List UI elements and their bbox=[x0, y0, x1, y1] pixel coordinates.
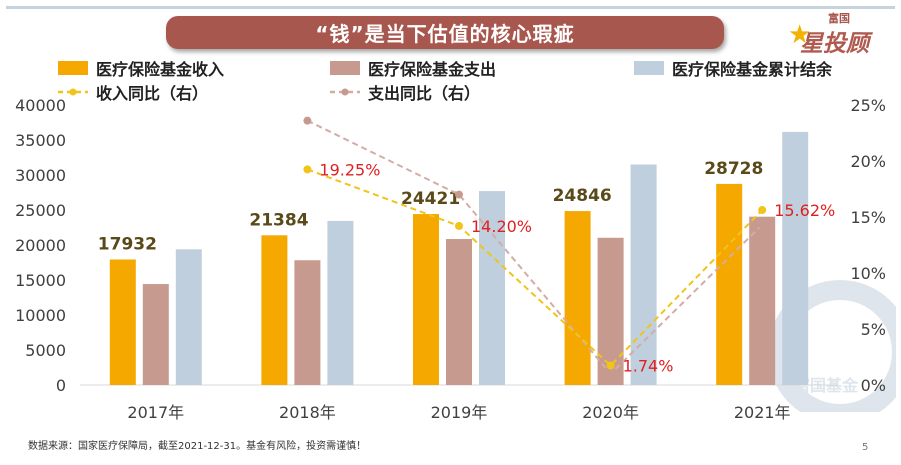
balance-bar bbox=[630, 164, 657, 385]
income-yoy-point bbox=[455, 221, 463, 230]
balance-bar bbox=[782, 131, 809, 385]
top-rule bbox=[6, 6, 895, 9]
logo-main-text: 星投顾 bbox=[800, 31, 869, 57]
x-tick-label: 2017年 bbox=[127, 403, 184, 422]
income-bar bbox=[109, 259, 136, 385]
title-bar: “钱”是当下估值的核心瑕疵 bbox=[166, 16, 724, 49]
page-title: “钱”是当下估值的核心瑕疵 bbox=[315, 22, 575, 46]
legend-label-expense: 医疗保险基金支出 bbox=[368, 60, 497, 79]
y-right-tick-label: 20% bbox=[850, 152, 886, 171]
y-left-tick-label: 25000 bbox=[15, 201, 66, 220]
income-yoy-data-label: 14.20% bbox=[471, 217, 532, 236]
balance-bar bbox=[175, 249, 202, 385]
legend-item-income: 医疗保险基金收入 bbox=[58, 56, 224, 80]
legend-item-balance: 医疗保险基金累计结余 bbox=[634, 56, 832, 80]
x-tick-label: 2020年 bbox=[582, 403, 639, 422]
income-yoy-point bbox=[303, 165, 312, 174]
y-left-tick-label: 40000 bbox=[15, 96, 66, 115]
expense-yoy-point bbox=[758, 220, 767, 229]
legend-item-income-yoy: 收入同比（右） bbox=[58, 80, 208, 104]
income-yoy-point bbox=[606, 361, 615, 370]
y-left-tick-label: 15000 bbox=[15, 271, 66, 290]
y-right-tick-label: 10% bbox=[850, 264, 886, 283]
y-left-tick-label: 20000 bbox=[15, 236, 66, 255]
income-yoy-point bbox=[758, 206, 767, 215]
income-yoy-data-label: 15.62% bbox=[774, 201, 835, 220]
legend-swatch-income bbox=[58, 61, 88, 75]
source-footnote: 数据来源：国家医疗保障局，截至2021-12-31。基金有风险，投资需谨慎！ bbox=[28, 441, 367, 452]
expense-bar bbox=[294, 260, 321, 385]
expense-yoy-point bbox=[455, 190, 463, 199]
expense-bar bbox=[597, 237, 624, 385]
brand-logo: ★ 富国 星投顾 bbox=[788, 8, 896, 57]
expense-yoy-point bbox=[303, 116, 312, 125]
x-tick-label: 2018年 bbox=[279, 403, 336, 422]
y-right-tick-label: 25% bbox=[850, 96, 886, 115]
y-left-tick-label: 0 bbox=[56, 376, 66, 395]
income-data-label: 24846 bbox=[553, 186, 612, 206]
x-tick-label: 2021年 bbox=[734, 403, 791, 422]
income-bar bbox=[716, 183, 743, 385]
income-yoy-data-label: 1.74% bbox=[623, 357, 674, 376]
logo-top-text: 富国 bbox=[828, 12, 850, 25]
legend-label-income: 医疗保险基金收入 bbox=[96, 60, 225, 79]
income-data-label: 17932 bbox=[98, 234, 157, 254]
x-tick-label: 2019年 bbox=[431, 403, 488, 422]
income-data-label: 28728 bbox=[704, 159, 763, 179]
y-left-tick-label: 10000 bbox=[15, 306, 66, 325]
expense-yoy-point bbox=[606, 369, 615, 378]
expense-bar bbox=[446, 239, 472, 385]
legend-swatch-income-yoy bbox=[58, 88, 88, 96]
balance-bar bbox=[327, 220, 354, 385]
y-left-tick-label: 35000 bbox=[15, 131, 66, 150]
y-left-tick-label: 5000 bbox=[25, 341, 66, 360]
expense-yoy-line bbox=[306, 119, 763, 376]
y-right-tick-label: 5% bbox=[861, 320, 886, 339]
income-data-label: 24421 bbox=[401, 189, 460, 209]
star-icon: ★ bbox=[788, 20, 812, 50]
legend-label-balance: 医疗保险基金累计结余 bbox=[672, 60, 833, 79]
balance-bar bbox=[479, 191, 505, 385]
page-number: 5 bbox=[862, 442, 869, 453]
legend-item-expense: 医疗保险基金支出 bbox=[330, 56, 496, 80]
expense-bar bbox=[749, 216, 776, 385]
income-bar bbox=[564, 211, 591, 385]
legend-label-expense-yoy: 支出同比（右） bbox=[368, 84, 481, 103]
expense-bar bbox=[142, 284, 169, 385]
y-left-tick-label: 30000 bbox=[15, 166, 66, 185]
y-right-tick-label: 0% bbox=[861, 376, 886, 395]
income-yoy-data-label: 19.25% bbox=[319, 160, 380, 179]
legend-swatch-expense-yoy bbox=[330, 88, 360, 96]
income-data-label: 21384 bbox=[249, 210, 308, 230]
legend-item-expense-yoy: 支出同比（右） bbox=[330, 80, 480, 104]
income-yoy-line bbox=[307, 168, 763, 367]
legend-label-income-yoy: 收入同比（右） bbox=[96, 84, 209, 103]
y-right-tick-label: 15% bbox=[850, 208, 886, 227]
legend-swatch-balance bbox=[634, 61, 664, 75]
income-bar bbox=[413, 214, 439, 385]
legend-swatch-expense bbox=[330, 61, 360, 75]
income-bar bbox=[261, 235, 288, 385]
